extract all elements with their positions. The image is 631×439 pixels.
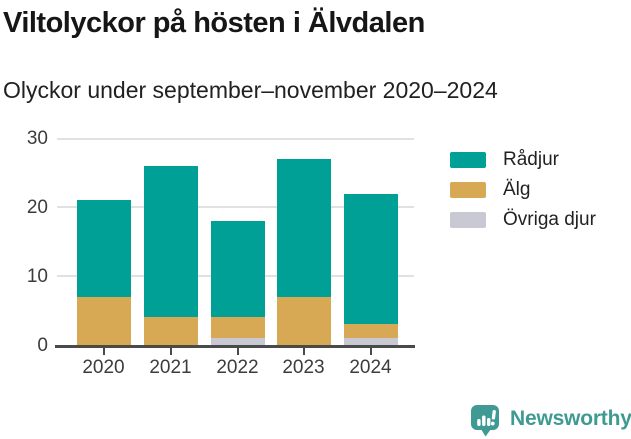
gridline <box>57 137 414 140</box>
chart-subtitle: Olyckor under september–november 2020–20… <box>3 77 498 103</box>
bar-segment <box>143 166 198 318</box>
x-axis-tick-label: 2024 <box>349 357 392 378</box>
legend-label: Rådjur <box>503 149 559 170</box>
newsworthy-logo: Newsworthy <box>470 404 631 438</box>
y-axis-tick-label: 30 <box>26 128 48 149</box>
bar-segment <box>210 221 265 318</box>
x-axis-tick-label: 2023 <box>282 357 325 378</box>
x-axis-tick <box>302 348 305 355</box>
x-axis-tick-label: 2020 <box>82 357 125 378</box>
legend-swatch <box>450 182 486 198</box>
x-axis-tick <box>236 348 239 355</box>
legend-item: Rådjur <box>450 149 596 170</box>
bar-segment <box>276 159 331 297</box>
x-axis-tick <box>102 348 105 355</box>
bar-segment <box>343 193 398 325</box>
y-axis-tick-label: 0 <box>37 334 48 356</box>
bar-segment <box>276 296 331 345</box>
legend-item: Älg <box>450 179 596 200</box>
bar-segment <box>210 317 265 339</box>
newsworthy-wordmark: Newsworthy <box>510 407 631 430</box>
x-axis-tick <box>369 348 372 355</box>
bar-segment <box>76 200 131 297</box>
gridline <box>57 206 414 209</box>
legend-swatch <box>450 212 486 228</box>
x-axis-tick <box>169 348 172 355</box>
x-axis-tick-label: 2021 <box>149 357 192 378</box>
y-axis-tick-label: 10 <box>26 265 48 287</box>
bar-segment <box>210 338 265 345</box>
gridline <box>57 275 414 278</box>
x-axis-line <box>55 345 415 348</box>
legend-item: Övriga djur <box>450 209 596 230</box>
bar-segment <box>143 317 198 345</box>
legend-label: Älg <box>503 179 531 200</box>
bar-segment <box>343 338 398 345</box>
newsworthy-icon <box>471 405 499 437</box>
bar-segment <box>76 296 131 345</box>
y-axis-tick-label: 20 <box>26 196 48 218</box>
chart-title: Viltolyckor på hösten i Älvdalen <box>3 7 425 39</box>
legend-swatch <box>450 152 486 168</box>
x-axis-tick-label: 2022 <box>216 357 259 378</box>
bar-segment <box>343 324 398 339</box>
legend-label: Övriga djur <box>503 209 596 230</box>
legend: Rådjur Älg Övriga djur <box>450 149 596 241</box>
